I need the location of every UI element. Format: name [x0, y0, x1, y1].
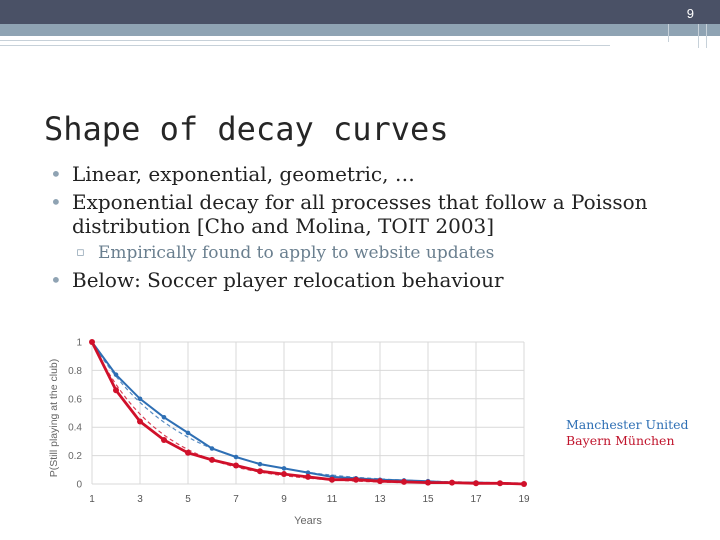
x-tick-label: 19: [518, 494, 530, 505]
data-point: [185, 449, 191, 456]
data-point: [497, 480, 503, 487]
x-tick-label: 11: [327, 494, 338, 505]
bullet-icon: •: [50, 162, 62, 186]
bullet-text: Linear, exponential, geometric, …: [72, 162, 415, 186]
x-tick-label: 3: [137, 494, 143, 505]
decorative-line: [668, 24, 669, 42]
data-point: [161, 436, 167, 443]
x-tick-label: 17: [470, 494, 482, 505]
chart-legend: Manchester United Bayern München: [566, 417, 689, 449]
data-point: [281, 471, 287, 478]
data-point: [305, 470, 311, 475]
x-tick-label: 13: [374, 494, 386, 505]
sub-bullet-item: ▫ Empirically found to apply to website …: [50, 242, 690, 264]
data-point: [473, 480, 479, 487]
x-tick-label: 15: [422, 494, 434, 505]
decorative-line: [0, 40, 580, 41]
header-bar: [0, 0, 720, 24]
bullet-item: • Linear, exponential, geometric, …: [50, 162, 690, 186]
data-point: [329, 476, 335, 483]
sub-bullet-icon: ▫: [76, 245, 85, 260]
y-tick-label: 0.2: [68, 451, 82, 462]
data-point: [137, 418, 143, 425]
data-point: [257, 468, 263, 475]
bullet-text: distribution [Cho and Molina, TOIT 2003]: [72, 214, 495, 238]
data-point: [449, 479, 455, 486]
sub-bullet-text: Empirically found to apply to website up…: [98, 243, 495, 263]
data-point: [425, 479, 431, 486]
data-point: [233, 462, 239, 469]
slide-title: Shape of decay curves: [44, 110, 449, 148]
chart-grid: [91, 341, 525, 485]
y-axis-ticks: 0 0.2 0.4 0.6 0.8 1: [68, 338, 82, 491]
x-tick-label: 1: [89, 494, 95, 505]
bullet-item: • Below: Soccer player relocation behavi…: [50, 268, 690, 292]
y-tick-label: 0.6: [68, 394, 82, 405]
data-point: [113, 387, 119, 394]
y-tick-label: 0.4: [68, 423, 82, 434]
decorative-line: [0, 45, 610, 46]
x-axis-ticks: 1 3 5 7 9 11 13 15 17 19: [89, 494, 530, 505]
y-tick-label: 0.8: [68, 366, 82, 377]
decorative-line: [706, 24, 707, 48]
chart-series: [89, 339, 527, 487]
data-point: [305, 473, 311, 480]
y-tick-label: 0: [76, 480, 82, 491]
series-line: [91, 341, 525, 485]
y-tick-label: 1: [76, 338, 82, 349]
x-tick-label: 9: [281, 494, 287, 505]
data-point: [377, 478, 383, 485]
data-point: [209, 456, 215, 463]
x-axis-label: Years: [294, 515, 322, 527]
x-tick-label: 5: [185, 494, 191, 505]
data-point: [257, 461, 263, 467]
legend-entry-manchester-united: Manchester United: [566, 417, 689, 432]
data-point: [401, 478, 407, 485]
decay-chart: 00.20.40.60.81 1 3 5 7 9 11 13 15 17 19 P(Still p…: [48, 338, 530, 528]
legend-entry-bayern-munchen: Bayern München: [566, 433, 675, 448]
y-axis-label: P(Still playing at the club): [48, 359, 60, 477]
data-point: [209, 446, 215, 451]
decorative-line: [698, 24, 699, 48]
bullet-text: Exponential decay for all processes that…: [72, 190, 648, 214]
bullet-text: Below: Soccer player relocation behaviou…: [72, 268, 504, 292]
bullet-icon: •: [50, 268, 62, 292]
bullet-icon: •: [50, 190, 62, 214]
data-point: [521, 481, 527, 487]
bullet-item: • Exponential decay for all processes th…: [50, 190, 690, 238]
data-point: [185, 430, 191, 436]
data-point: [353, 476, 359, 483]
data-point: [161, 414, 167, 420]
data-point: [89, 339, 95, 345]
data-point: [281, 466, 287, 471]
header-accent-bar: [0, 24, 720, 36]
data-point: [113, 372, 119, 377]
data-point: [137, 396, 143, 402]
data-point: [233, 454, 239, 460]
x-tick-label: 7: [233, 494, 239, 505]
slide-number: 9: [686, 6, 694, 21]
bullet-list: • Linear, exponential, geometric, … • Ex…: [50, 162, 690, 296]
